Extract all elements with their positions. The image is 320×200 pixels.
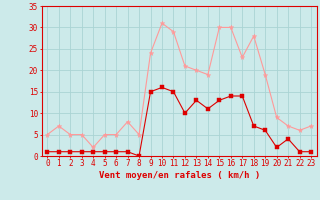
X-axis label: Vent moyen/en rafales ( km/h ): Vent moyen/en rafales ( km/h )	[99, 171, 260, 180]
